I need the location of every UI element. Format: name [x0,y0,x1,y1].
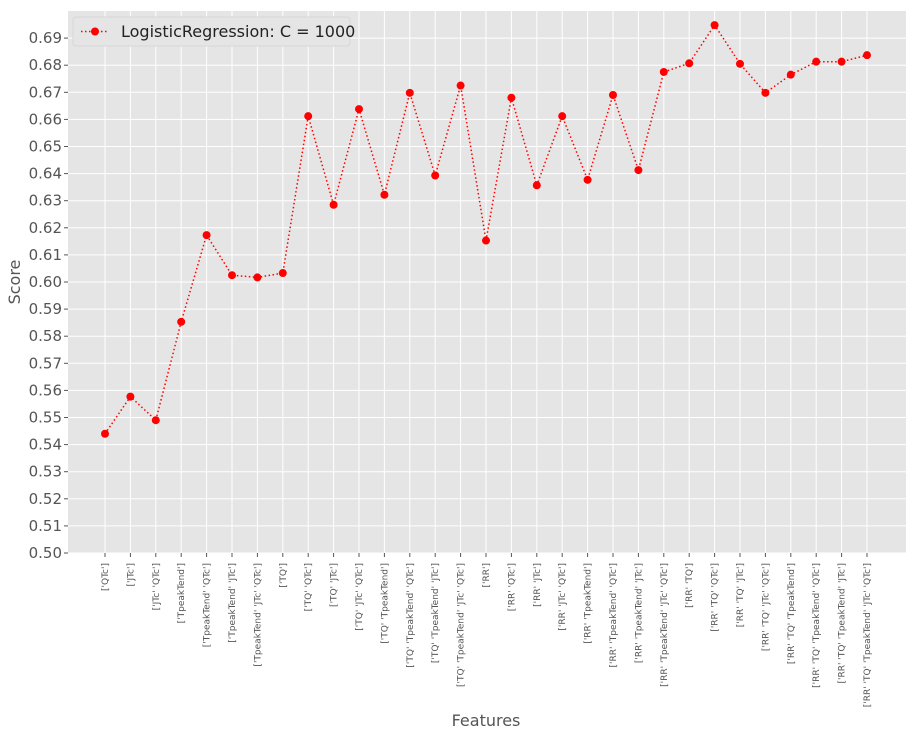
y-tick-label: 0.57 [29,354,62,372]
data-point [761,88,770,97]
x-tick-label: ['JTc' 'QTc'] [152,563,162,610]
data-point [253,273,262,282]
x-axis-label: Features [452,711,521,730]
x-tick-label: ['RR' 'TQ' 'TpeakTend' 'JTc'] [838,563,848,683]
data-point [228,271,236,280]
x-tick-label: ['RR'] [482,563,492,587]
x-tick-label: ['RR' 'TQ' 'QTc'] [711,563,721,632]
data-point [329,200,338,209]
x-tick-label: ['RR' 'TQ' 'TpeakTend'] [787,563,797,664]
y-tick-label: 0.51 [29,517,62,535]
data-point [786,70,795,79]
data-point [583,175,592,184]
x-tick-label: ['RR' 'TpeakTend' 'JTc'] [634,563,644,663]
y-tick-label: 0.52 [29,490,62,508]
y-tick-label: 0.56 [29,381,62,399]
data-point [380,190,389,199]
y-tick-label: 0.64 [29,165,62,183]
y-axis-label: Score [5,260,24,305]
data-point [304,112,313,121]
x-tick-label: ['JTc'] [126,563,136,587]
data-point [507,93,516,102]
x-tick-label: ['RR' 'TQ' 'JTc'] [736,563,746,627]
data-point [405,88,414,97]
x-tick-label: ['RR' 'TpeakTend' 'QTc'] [609,563,619,668]
data-point [736,59,744,68]
x-tick-label: ['TpeakTend' 'JTc'] [228,563,238,643]
y-tick-label: 0.59 [29,300,62,318]
x-tick-label: ['RR' 'JTc'] [533,563,543,607]
x-tick-labels: ['QTc'] ['JTc'] ['JTc' 'QTc'] ['TpeakTend']… [101,553,873,707]
data-point [659,67,668,76]
x-tick-label: ['RR' 'TQ' 'TpeakTend' 'JTc' 'QTc'] [863,563,873,707]
x-tick-label: ['TQ' 'TpeakTend' 'QTc'] [406,563,416,668]
data-point [431,171,440,180]
data-point [634,166,643,175]
y-tick-label: 0.65 [29,138,62,156]
y-tick-label: 0.55 [29,409,62,427]
y-tick-label: 0.61 [29,246,62,264]
legend: LogisticRegression: C = 1000 [72,16,355,47]
x-tick-label: ['RR' 'QTc'] [507,563,517,611]
x-tick-label: ['TpeakTend' 'JTc' 'QTc'] [253,563,263,667]
y-tick-label: 0.69 [29,29,62,47]
x-tick-label: ['RR' 'TpeakTend'] [584,563,594,644]
legend-marker-icon [91,27,99,36]
y-tick-label: 0.68 [29,56,62,74]
data-point [685,59,694,68]
x-tick-label: ['TQ' 'JTc' 'QTc'] [355,563,365,631]
x-tick-label: ['TQ' 'TpeakTend' 'JTc'] [431,563,441,663]
x-tick-label: ['TQ' 'TpeakTend'] [380,563,390,644]
x-tick-label: ['TpeakTend' 'QTc'] [203,563,213,647]
data-point [151,416,160,425]
data-point [558,112,567,121]
grid-lines [68,11,906,554]
legend-box [72,16,351,47]
x-tick-label: ['QTc'] [101,563,111,591]
y-tick-label: 0.66 [29,110,62,128]
data-point [863,51,871,60]
x-tick-label: ['TQ' 'JTc'] [330,563,340,607]
data-point [278,269,287,278]
data-point [532,181,541,190]
x-tick-label: ['RR' 'JTc' 'QTc'] [558,563,568,631]
y-tick-label: 0.63 [29,192,62,210]
x-tick-label: ['RR' 'TQ'] [685,563,695,608]
y-tick-label: 0.50 [29,544,62,562]
x-tick-label: ['TpeakTend'] [177,563,187,623]
x-tick-label: ['RR' 'TpeakTend' 'JTc' 'QTc'] [660,563,670,687]
x-tick-label: ['TQ'] [279,563,289,588]
x-tick-label: ['TQ' 'TpeakTend' 'JTc' 'QTc'] [457,563,467,687]
y-tick-label: 0.60 [29,273,62,291]
x-tick-label: ['RR' 'TQ' 'TpeakTend' 'QTc'] [812,563,822,688]
data-point [812,57,821,66]
y-tick-label: 0.58 [29,327,62,345]
data-point [202,231,211,240]
data-point [482,236,490,245]
y-tick-label: 0.67 [29,83,62,101]
data-point [837,57,846,66]
data-point [126,392,135,401]
series-points [101,21,871,438]
x-tick-label: ['RR' 'TQ' 'JTc' 'QTc'] [761,563,771,651]
data-point [101,429,109,438]
legend-label: LogisticRegression: C = 1000 [121,22,355,41]
y-tick-labels: 0.50 0.51 0.52 0.53 0.54 0.55 0.56 0.57 0.58 0.59… [29,29,68,562]
data-point [609,91,617,100]
y-tick-label: 0.53 [29,463,62,481]
data-point [710,21,719,30]
data-point [355,105,363,114]
data-point [456,81,465,90]
x-tick-label: ['TQ' 'QTc'] [304,563,314,611]
data-point [177,317,186,326]
y-tick-label: 0.62 [29,219,62,237]
y-tick-label: 0.54 [29,436,62,454]
